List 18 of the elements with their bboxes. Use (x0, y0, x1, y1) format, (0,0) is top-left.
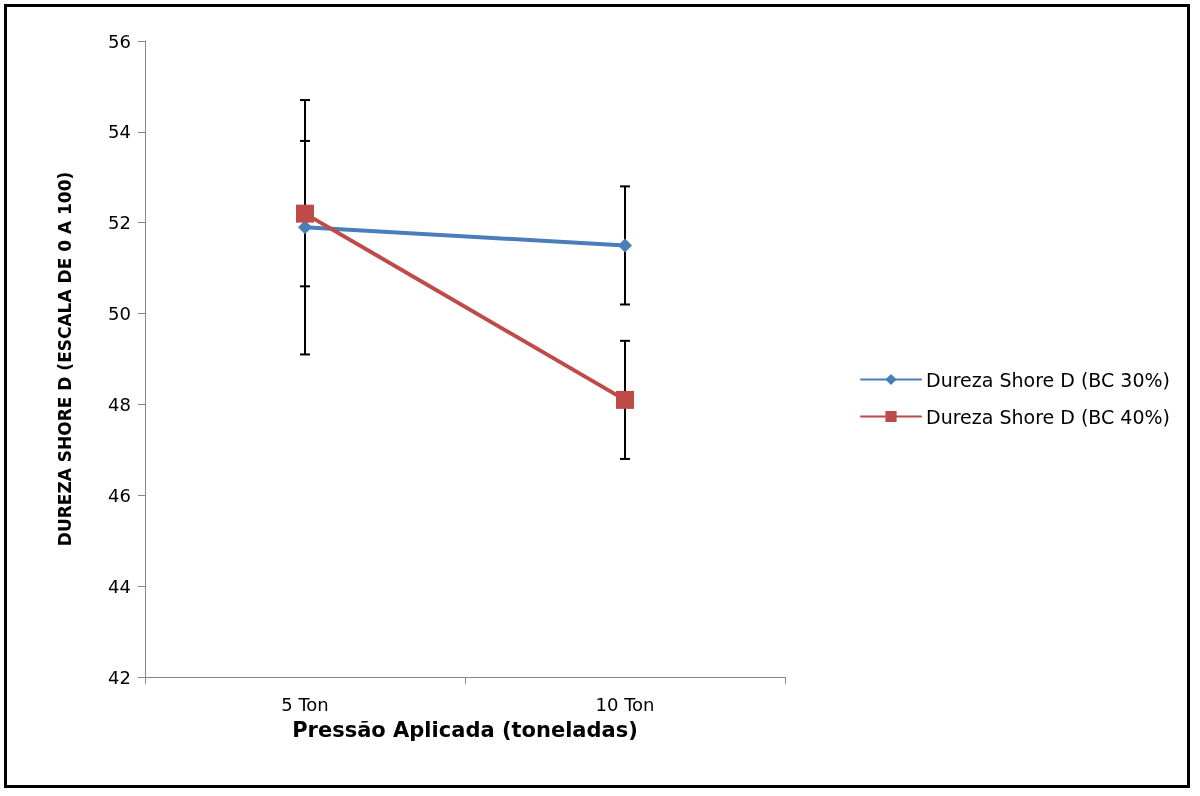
y-tick-label: 46 (108, 484, 131, 506)
x-tick-label: 10 Ton (595, 693, 655, 715)
x-tick-label: 5 Ton (281, 693, 329, 715)
y-tick-label: 44 (108, 575, 131, 597)
y-axis-title: DUREZA SHORE D (ESCALA DE 0 A 100) (54, 171, 75, 547)
legend-label: Dureza Shore D (BC 30%) (926, 368, 1171, 391)
legend-label: Dureza Shore D (BC 40%) (926, 405, 1171, 428)
y-tick-label: 56 (108, 30, 131, 52)
point (296, 204, 314, 223)
y-tick-label: 54 (108, 121, 131, 143)
point (616, 390, 634, 409)
point (618, 238, 632, 253)
y-tick-label: 52 (108, 212, 131, 234)
y-tick-label: 42 (108, 666, 131, 688)
y-tick-label: 50 (108, 303, 131, 325)
y-tick-label: 48 (108, 393, 131, 415)
point (298, 220, 312, 235)
x-axis-title: Pressão Aplicada (toneladas) (292, 717, 638, 742)
